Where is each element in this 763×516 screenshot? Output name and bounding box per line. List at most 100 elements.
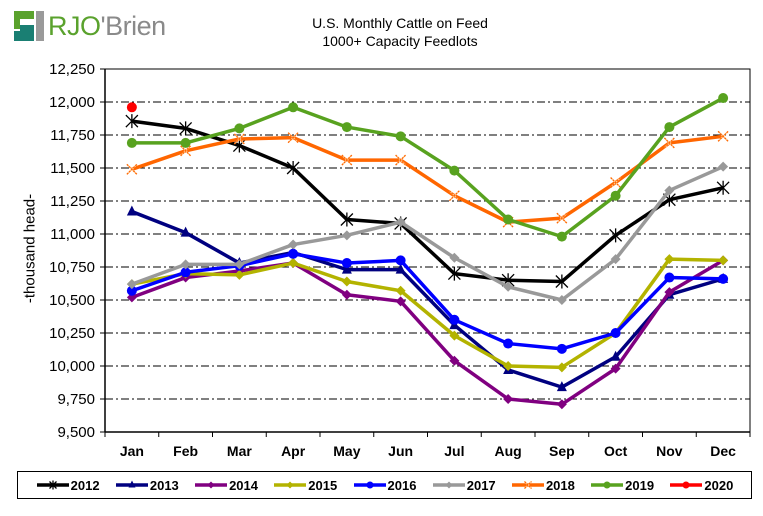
- data-point-marker: [287, 132, 299, 144]
- legend-label: 2016: [387, 477, 417, 493]
- data-point-marker: [663, 137, 675, 149]
- data-point-marker: [664, 122, 675, 133]
- data-point-marker: [180, 137, 191, 148]
- legend-item-2013: 2013: [115, 478, 179, 493]
- data-point-marker: [448, 190, 460, 202]
- x-tick-label: Jan: [120, 443, 144, 459]
- legend-swatch-icon: [591, 481, 624, 489]
- data-point-marker: [610, 190, 621, 201]
- data-point-marker: [449, 330, 460, 341]
- legend-item-2016: 2016: [353, 477, 417, 493]
- data-point-marker: [395, 296, 406, 307]
- legend-swatch-icon: [36, 480, 69, 490]
- data-point-marker: [556, 343, 567, 354]
- series-2018: [126, 130, 729, 228]
- data-point-marker: [341, 230, 352, 241]
- data-point-marker: [664, 287, 675, 298]
- data-point-marker: [716, 180, 730, 195]
- data-point-marker: [126, 163, 138, 175]
- data-point-marker: [366, 481, 374, 489]
- data-point-marker: [556, 362, 567, 373]
- series-2020: [126, 102, 137, 113]
- legend-swatch-icon: [670, 481, 703, 489]
- data-point-marker: [233, 133, 245, 145]
- data-point-marker: [718, 161, 729, 172]
- data-point-marker: [610, 350, 621, 361]
- series-line: [131, 134, 724, 224]
- data-point-marker: [395, 263, 406, 274]
- x-tick-label: Apr: [281, 443, 306, 459]
- y-tick-label: 11,250: [50, 193, 95, 210]
- legend-label: 2014: [229, 477, 258, 493]
- data-point-marker: [445, 481, 453, 489]
- legend-item-2017: 2017: [432, 478, 496, 493]
- data-point-marker: [503, 281, 514, 292]
- data-point-marker: [126, 279, 137, 290]
- data-point-marker: [126, 285, 137, 296]
- y-tick-label: 10,750: [49, 259, 95, 276]
- data-point-marker: [610, 177, 622, 188]
- y-tick-label: 11,750: [50, 127, 95, 144]
- data-point-marker: [180, 226, 191, 237]
- logo-text-apostrophe: ': [100, 11, 106, 41]
- chart-plot: 9,500 9,750 10,000 10,250 10,500 10,750 11,000…: [49, 61, 751, 459]
- data-point-marker: [180, 267, 191, 278]
- y-tick-label: 11,000: [50, 226, 95, 243]
- data-point-marker: [341, 289, 352, 300]
- data-point-marker: [503, 338, 514, 349]
- data-point-marker: [449, 165, 460, 176]
- data-point-marker: [286, 161, 300, 175]
- data-point-marker: [610, 254, 621, 265]
- data-point-marker: [126, 205, 137, 216]
- x-tick-label: Sep: [549, 443, 575, 459]
- chart-title-block: U.S. Monthly Cattle on Feed 1000+ Capaci…: [250, 14, 550, 50]
- legend-swatch-icon: [115, 480, 148, 488]
- legend-item-2019: 2019: [590, 478, 654, 493]
- legend-label: 2012: [70, 477, 100, 493]
- legend-item-2020: 2020: [669, 478, 733, 493]
- data-point-marker: [610, 328, 621, 338]
- data-point-marker: [341, 122, 352, 133]
- legend-label: 2019: [625, 477, 655, 493]
- data-point-marker: [503, 361, 514, 371]
- y-tick-label: 10,500: [49, 292, 95, 309]
- data-point-marker: [718, 93, 729, 104]
- data-point-marker: [180, 145, 192, 157]
- data-point-marker: [395, 285, 406, 296]
- legend-label: 2017: [466, 477, 496, 493]
- data-point-marker: [447, 266, 461, 281]
- data-point-marker: [395, 154, 407, 166]
- chart-legend: 2012 2013 2014 2015 2016 2017 2018 2019 2020: [17, 471, 752, 499]
- logo-text-brien: Brien: [105, 11, 166, 41]
- series-2016: [126, 248, 729, 354]
- legend-label: 2020: [704, 477, 734, 493]
- data-point-marker: [234, 123, 245, 134]
- data-point-marker: [128, 480, 136, 488]
- logo-text: RJO'Brien: [48, 11, 166, 41]
- data-point-marker: [555, 274, 569, 289]
- data-point-marker: [524, 481, 532, 489]
- legend-item-2015: 2015: [273, 478, 337, 493]
- data-point-marker: [288, 239, 299, 250]
- x-tick-label: Dec: [710, 443, 736, 459]
- data-point-marker: [556, 399, 567, 410]
- data-point-marker: [234, 259, 245, 270]
- series-line: [131, 209, 724, 389]
- data-point-marker: [603, 481, 611, 489]
- series-line: [131, 165, 724, 302]
- data-point-marker: [718, 273, 729, 284]
- data-point-marker: [395, 217, 406, 228]
- data-point-marker: [288, 248, 299, 259]
- series-line: [131, 258, 725, 407]
- data-point-marker: [609, 228, 623, 243]
- chart-title: U.S. Monthly Cattle on Feed: [312, 15, 488, 31]
- x-tick-label: Mar: [227, 443, 252, 459]
- x-tick-label: May: [333, 443, 360, 459]
- data-point-marker: [126, 137, 137, 148]
- data-point-marker: [126, 102, 137, 113]
- x-tick-label: Jun: [388, 443, 413, 459]
- data-point-marker: [341, 276, 352, 287]
- data-point-marker: [341, 258, 352, 269]
- y-tick-label: 9,750: [57, 391, 95, 408]
- legend-swatch-icon: [432, 481, 465, 489]
